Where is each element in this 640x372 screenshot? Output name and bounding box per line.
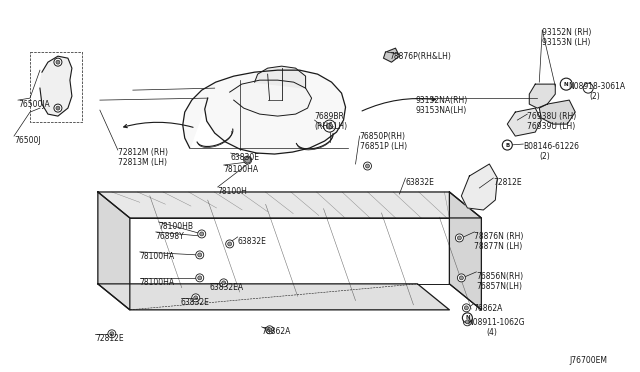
Polygon shape — [230, 80, 312, 116]
Text: 93153N (LH): 93153N (LH) — [542, 38, 591, 47]
Circle shape — [462, 304, 470, 312]
Circle shape — [460, 276, 463, 280]
Polygon shape — [461, 164, 497, 210]
Text: 78876P(RH&LH): 78876P(RH&LH) — [390, 52, 451, 61]
Circle shape — [365, 164, 369, 168]
Text: 93153NA(LH): 93153NA(LH) — [415, 106, 467, 115]
Circle shape — [244, 157, 251, 163]
Text: 78100H: 78100H — [218, 187, 248, 196]
Circle shape — [458, 274, 465, 282]
Circle shape — [194, 296, 198, 300]
Polygon shape — [40, 56, 72, 116]
Circle shape — [465, 320, 469, 324]
Circle shape — [456, 234, 463, 242]
Polygon shape — [540, 100, 575, 124]
Text: (2): (2) — [540, 152, 550, 161]
Polygon shape — [449, 192, 481, 310]
Text: 63832EA: 63832EA — [210, 283, 244, 292]
Text: 78876N (RH): 78876N (RH) — [474, 232, 524, 241]
Text: 63832E: 63832E — [406, 178, 435, 187]
Polygon shape — [383, 48, 399, 62]
Circle shape — [458, 236, 461, 240]
Text: N: N — [465, 315, 470, 320]
Text: N: N — [564, 81, 568, 87]
Text: 76857N(LH): 76857N(LH) — [476, 282, 522, 291]
Circle shape — [268, 328, 271, 332]
Text: 76939U (LH): 76939U (LH) — [527, 122, 575, 131]
Circle shape — [221, 281, 226, 285]
Polygon shape — [529, 84, 556, 108]
Text: B: B — [505, 142, 509, 148]
Circle shape — [108, 330, 116, 338]
Circle shape — [228, 242, 232, 246]
Text: 63832E: 63832E — [180, 298, 210, 307]
Text: J76700EM: J76700EM — [569, 356, 607, 365]
Circle shape — [583, 83, 593, 93]
Text: 78100HA: 78100HA — [140, 252, 175, 261]
Text: 76851P (LH): 76851P (LH) — [360, 142, 406, 151]
Text: 93152NA(RH): 93152NA(RH) — [415, 96, 468, 105]
Circle shape — [463, 318, 472, 326]
Circle shape — [560, 78, 572, 90]
Circle shape — [266, 326, 274, 334]
Polygon shape — [98, 192, 130, 310]
Text: 72812E: 72812E — [493, 178, 522, 187]
Circle shape — [244, 156, 252, 164]
Circle shape — [502, 140, 512, 150]
Text: 76856N(RH): 76856N(RH) — [476, 272, 524, 281]
Text: 76938U (RH): 76938U (RH) — [527, 112, 577, 121]
Circle shape — [196, 274, 204, 282]
Text: (2): (2) — [589, 92, 600, 101]
Circle shape — [192, 294, 200, 302]
Circle shape — [54, 58, 62, 66]
Polygon shape — [98, 284, 449, 310]
Circle shape — [465, 306, 468, 310]
Circle shape — [246, 158, 250, 162]
Text: 78100HA: 78100HA — [140, 278, 175, 287]
Text: 63830E: 63830E — [230, 153, 260, 162]
Text: 76862A: 76862A — [262, 327, 291, 336]
Circle shape — [326, 123, 333, 129]
Circle shape — [198, 276, 202, 280]
Circle shape — [462, 313, 472, 323]
Circle shape — [56, 60, 60, 64]
Polygon shape — [508, 108, 541, 136]
Text: 7689BR: 7689BR — [315, 112, 344, 121]
Circle shape — [220, 279, 228, 287]
Circle shape — [324, 120, 335, 132]
Text: 93152N (RH): 93152N (RH) — [542, 28, 591, 37]
Circle shape — [364, 162, 371, 170]
Text: 72813M (LH): 72813M (LH) — [118, 158, 167, 167]
Polygon shape — [255, 66, 305, 88]
Text: N08911-1062G: N08911-1062G — [467, 318, 525, 327]
Text: 76850P(RH): 76850P(RH) — [360, 132, 406, 141]
Text: 63832E: 63832E — [237, 237, 266, 246]
Polygon shape — [98, 192, 481, 218]
Text: 76898Y: 76898Y — [156, 232, 184, 241]
Circle shape — [198, 230, 205, 238]
Circle shape — [54, 104, 62, 112]
Text: 76500J: 76500J — [14, 136, 40, 145]
Text: (RH&LH): (RH&LH) — [315, 122, 348, 131]
Circle shape — [200, 232, 204, 236]
Circle shape — [198, 253, 202, 257]
Circle shape — [56, 106, 60, 110]
Text: (4): (4) — [486, 328, 497, 337]
Text: 72812M (RH): 72812M (RH) — [118, 148, 168, 157]
Circle shape — [226, 240, 234, 248]
Text: 78877N (LH): 78877N (LH) — [474, 242, 523, 251]
Circle shape — [196, 251, 204, 259]
Polygon shape — [183, 70, 346, 154]
Text: 76862A: 76862A — [474, 304, 503, 313]
Text: 76500JA: 76500JA — [18, 100, 50, 109]
Text: N08918-3061A: N08918-3061A — [568, 82, 625, 91]
Text: B08146-61226: B08146-61226 — [524, 142, 579, 151]
Text: 72812E: 72812E — [95, 334, 124, 343]
Circle shape — [110, 332, 114, 336]
Text: 78100HA: 78100HA — [224, 165, 259, 174]
Text: 78100HB: 78100HB — [159, 222, 194, 231]
